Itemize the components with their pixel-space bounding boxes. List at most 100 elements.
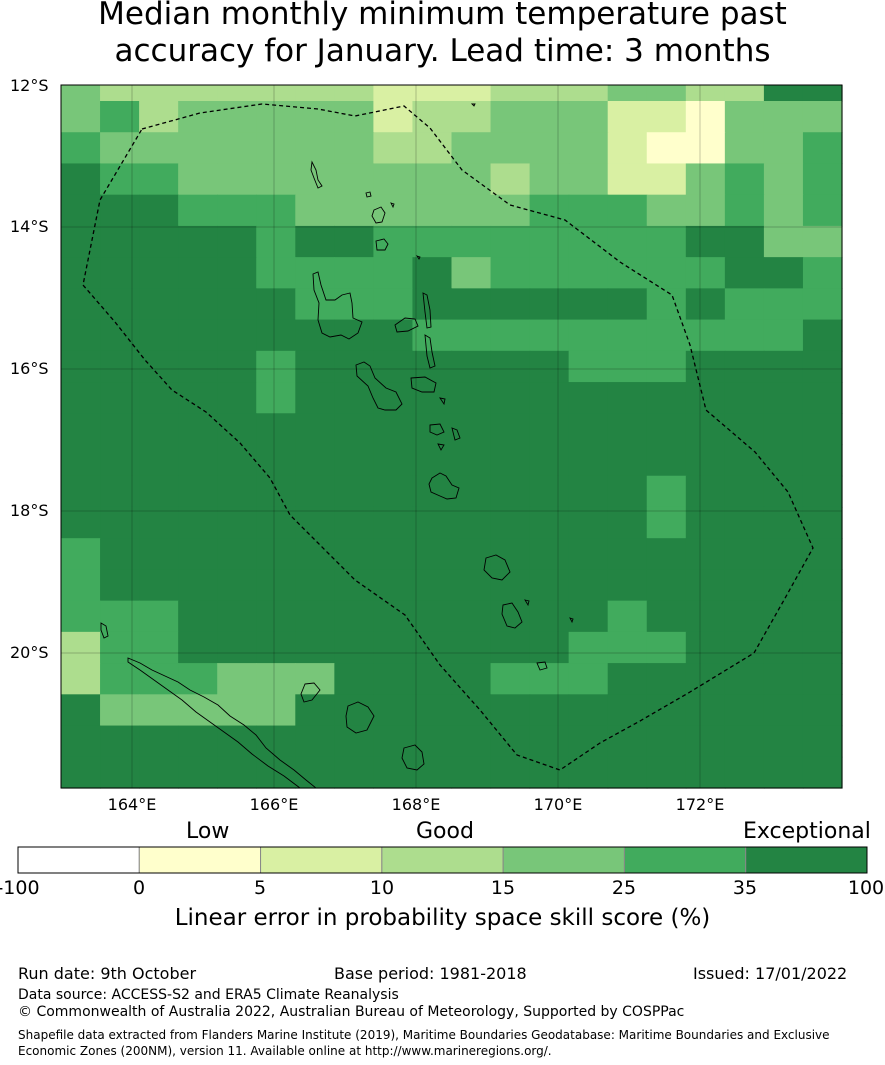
grid-cell: [451, 288, 492, 321]
grid-cell: [100, 694, 140, 727]
grid-cell: [139, 194, 179, 227]
grid-cell: [217, 600, 257, 633]
island-futuna: [569, 617, 574, 624]
grid-cell: [139, 569, 179, 602]
grid-cell: [490, 163, 531, 196]
grid-cell: [217, 538, 257, 571]
grid-cell: [178, 663, 218, 695]
grid-cell: [217, 350, 257, 383]
grid-cell: [100, 475, 140, 508]
category-exceptional: Exceptional: [743, 819, 871, 844]
grid-cell: [802, 444, 843, 477]
grid-cell: [802, 132, 843, 165]
grid-cell: [178, 85, 218, 102]
grid-cell: [646, 382, 687, 414]
grid-cell: [61, 225, 101, 258]
grid-cell: [334, 257, 374, 289]
grid-cell: [724, 444, 765, 477]
grid-cell: [646, 444, 687, 477]
grid-cell: [412, 538, 453, 571]
grid-cell: [529, 725, 570, 758]
grid-cell: [724, 569, 765, 602]
grid-cell: [607, 225, 648, 258]
grid-cell: [724, 600, 765, 633]
grid-cell: [178, 350, 218, 383]
grid-cell: [646, 288, 687, 321]
grid-cell: [568, 350, 609, 383]
grid-cell: [373, 600, 414, 633]
grid-cell: [490, 538, 531, 571]
grid-cell: [529, 694, 570, 727]
grid-cell: [412, 163, 453, 196]
island-epi: [429, 423, 445, 436]
island-tiny-1: [470, 103, 476, 107]
island-banks-3: [390, 202, 395, 209]
grid-cell: [529, 194, 570, 227]
grid-cell: [724, 694, 765, 727]
grid-cell: [334, 194, 374, 227]
grid-cell: [685, 101, 726, 133]
grid-cell: [451, 725, 492, 758]
grid-cell: [178, 288, 218, 321]
grid-cell: [373, 85, 414, 102]
grid-cell: [490, 101, 531, 133]
grid-cell: [763, 506, 804, 539]
grid-cell: [568, 288, 609, 321]
grid-cell: [685, 319, 726, 352]
grid-cell: [217, 288, 257, 321]
island-lifou: [345, 701, 375, 734]
grid-cell: [139, 225, 179, 258]
grid-cell: [256, 319, 296, 352]
grid-cell: [61, 101, 101, 133]
colorbar-segment: [17, 846, 140, 874]
grid-cell: [139, 475, 179, 508]
grid-cell: [61, 85, 101, 102]
colorbar-segment: [260, 846, 383, 874]
grid-cell: [61, 694, 101, 727]
copyright: © Commonwealth of Australia 2022, Austra…: [18, 1004, 685, 1020]
colorbar-frame: [17, 846, 868, 874]
grid-cell: [607, 85, 648, 102]
grid-cell: [451, 132, 492, 165]
grid-cell: [178, 475, 218, 508]
grid-cell: [685, 350, 726, 383]
grid-cell: [412, 257, 453, 289]
island-mare: [401, 744, 425, 771]
grid-cell: [412, 725, 453, 758]
grid-cell: [178, 132, 218, 165]
grid-cell: [61, 756, 101, 789]
grid-cell: [334, 569, 374, 602]
grid-cell: [61, 631, 101, 664]
grid-cell: [724, 85, 765, 102]
grid-cell: [724, 194, 765, 227]
grid-cell: [607, 163, 648, 196]
skill-grid: [61, 85, 843, 789]
grid-cell: [529, 631, 570, 664]
grid-cell: [100, 506, 140, 539]
grid-cell: [139, 319, 179, 352]
grid-cell: [763, 288, 804, 321]
grid-cell: [802, 163, 843, 196]
grid-cell: [607, 413, 648, 446]
island-tongoa: [437, 443, 445, 451]
grid-cell: [529, 444, 570, 477]
grid-cell: [724, 350, 765, 383]
grid-cell: [256, 194, 296, 227]
grid-cell: [256, 569, 296, 602]
grid-cell: [607, 194, 648, 227]
grid-cell: [256, 257, 296, 289]
grid-cell: [607, 631, 648, 664]
grid-cell: [178, 257, 218, 289]
grid-cell: [256, 132, 296, 165]
grid-cell: [334, 538, 374, 571]
grid-cell: [139, 413, 179, 446]
grid-cell: [295, 85, 335, 102]
grid-cell: [568, 756, 609, 789]
grid-cell: [217, 569, 257, 602]
run-date: Run date: 9th October: [18, 964, 197, 983]
grid-cell: [412, 319, 453, 352]
grid-cell: [100, 663, 140, 695]
colorbar-segment: [138, 846, 262, 874]
grid-cell: [607, 101, 648, 133]
category-good: Good: [416, 819, 474, 844]
